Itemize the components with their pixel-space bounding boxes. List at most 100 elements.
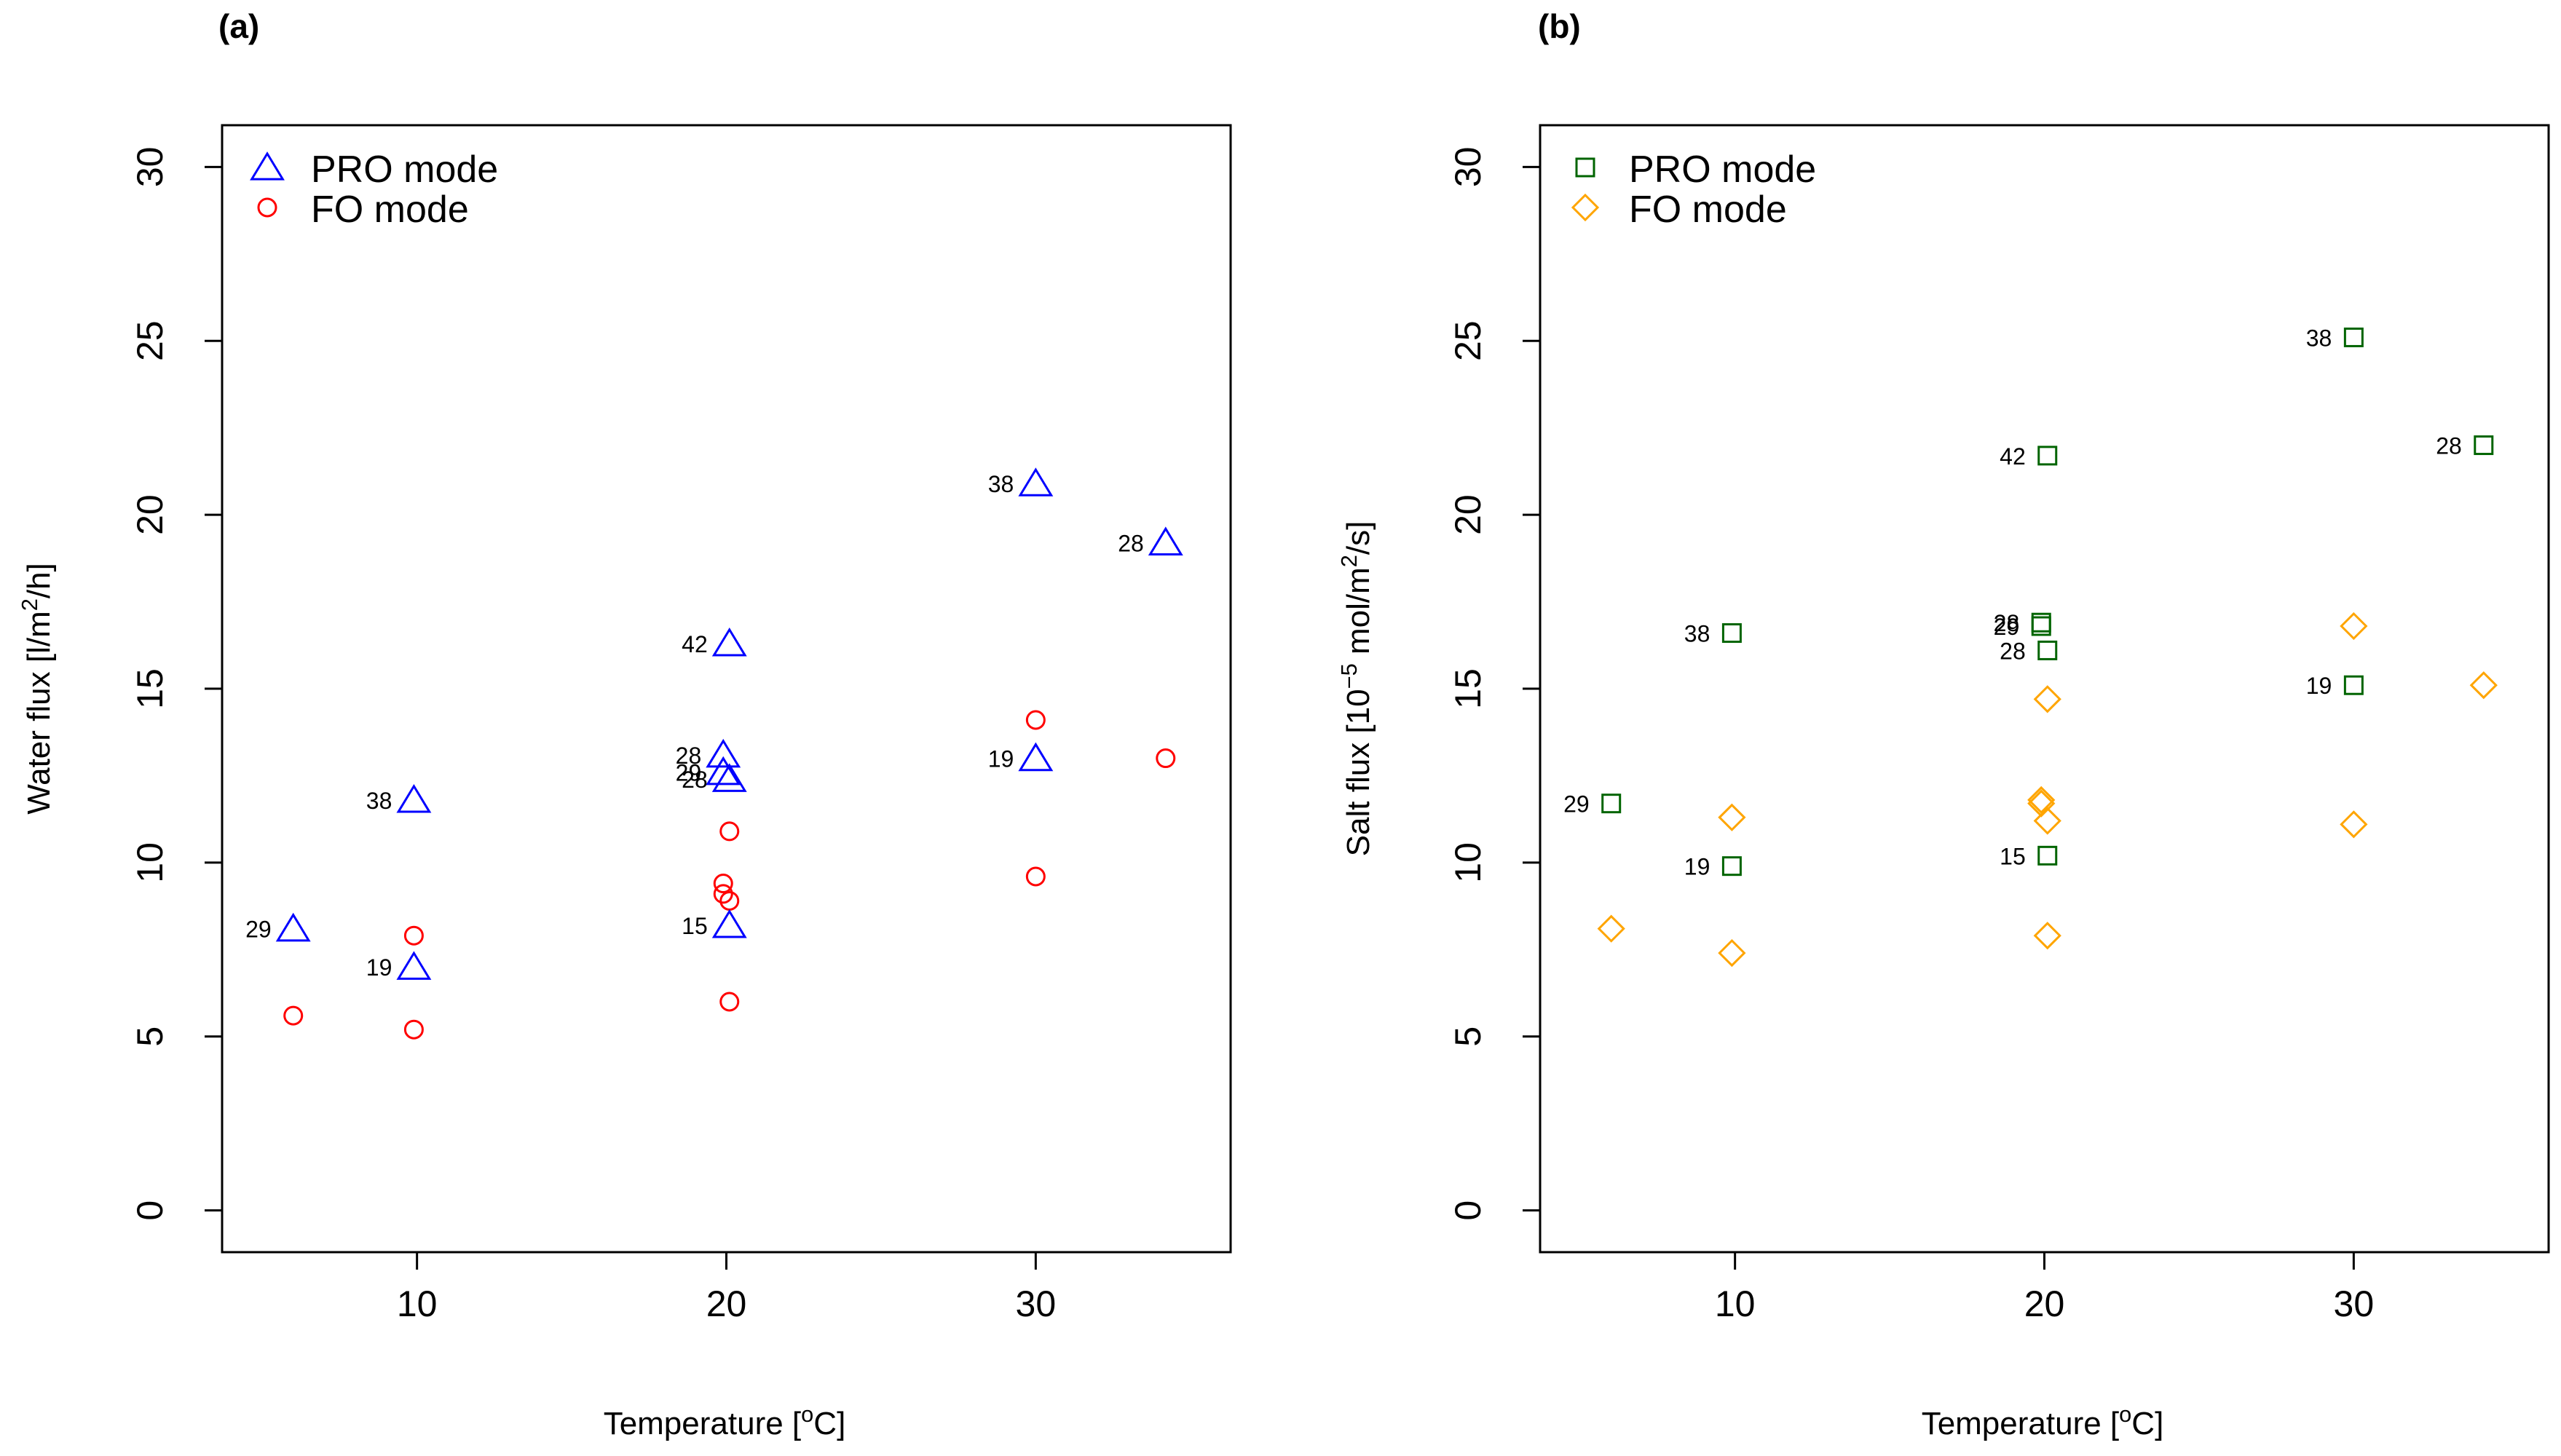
legend-entry: FO mode xyxy=(1629,189,1787,231)
data-point xyxy=(719,821,740,842)
data-point xyxy=(1018,742,1054,772)
point-label: 15 xyxy=(682,913,708,939)
data-point xyxy=(2033,807,2061,835)
y-tick-label: 20 xyxy=(130,494,170,535)
x-tick-label: 10 xyxy=(397,1283,438,1324)
data-point xyxy=(396,951,432,980)
data-point xyxy=(1148,526,1183,555)
point-label: 38 xyxy=(366,788,392,814)
data-point xyxy=(403,1019,424,1040)
legend-triangle-icon xyxy=(250,151,285,181)
point-label: 29 xyxy=(245,917,272,943)
x-tick-label: 20 xyxy=(706,1283,747,1324)
data-point xyxy=(396,783,432,813)
data-point xyxy=(403,925,424,946)
data-point xyxy=(2037,845,2058,866)
data-point xyxy=(2343,327,2364,347)
data-point xyxy=(1025,710,1046,730)
point-label: 19 xyxy=(988,746,1014,772)
point-label: 42 xyxy=(2000,443,2026,470)
point-label: 38 xyxy=(1684,621,1710,647)
x-axis-title: Temperature [oC] xyxy=(604,1401,846,1442)
y-tick-label: 15 xyxy=(1448,668,1488,709)
series-fo-mode xyxy=(283,710,1176,1040)
point-label: 38 xyxy=(988,471,1014,497)
point-label: 28 xyxy=(676,743,702,769)
data-point xyxy=(2033,922,2061,950)
point-label: 28 xyxy=(1994,610,2020,636)
data-point xyxy=(713,884,733,904)
data-point xyxy=(713,874,733,894)
chart-panel-b: (b) 10 20 30 0 5 10 15 20 25 30 Temperature [oC] Sal… xyxy=(1336,7,2550,1442)
point-label: 19 xyxy=(1684,854,1710,880)
data-point xyxy=(2474,435,2494,456)
data-point xyxy=(706,738,741,768)
y-tick-label: 0 xyxy=(130,1200,170,1221)
data-point xyxy=(283,1005,304,1026)
chart-panel-a: (a) 10 20 30 0 5 10 15 20 25 30 Temperature [oC] Wat… xyxy=(17,7,1232,1442)
data-point xyxy=(1718,803,1746,831)
data-point xyxy=(1018,467,1054,496)
y-tick-label: 20 xyxy=(1448,494,1488,535)
point-label: 28 xyxy=(682,767,708,793)
data-point xyxy=(2469,671,2498,700)
panel-label: (a) xyxy=(218,7,259,45)
data-point xyxy=(2343,675,2364,695)
data-point xyxy=(1721,623,1742,644)
point-label: 15 xyxy=(2000,843,2026,869)
data-point xyxy=(1597,914,1625,943)
point-label: 29 xyxy=(676,760,702,786)
legend-square-icon xyxy=(1575,157,1595,178)
x-axis-title: Temperature [oC] xyxy=(1922,1401,2164,1442)
x-tick-label: 30 xyxy=(2334,1283,2375,1324)
y-tick-label: 30 xyxy=(130,147,170,188)
y-tick-label: 25 xyxy=(1448,320,1488,361)
legend-entry: FO mode xyxy=(311,189,469,231)
x-tick-label: 20 xyxy=(2024,1283,2065,1324)
y-tick-label: 15 xyxy=(130,668,170,709)
y-axis-title: Salt flux [10−5 mol/m2/s] xyxy=(1336,521,1377,857)
data-point xyxy=(2037,446,2058,466)
legend-circle-icon xyxy=(257,197,277,218)
point-label: 28 xyxy=(1118,530,1144,556)
data-point xyxy=(1721,856,1742,877)
series-fo-mode xyxy=(1597,612,2498,968)
data-point xyxy=(1718,938,1746,968)
y-tick-label: 30 xyxy=(1448,147,1488,188)
y-axis-title: Water flux [l/m2/h] xyxy=(17,563,58,815)
point-label: 19 xyxy=(2306,673,2332,699)
y-tick-label: 5 xyxy=(1448,1026,1488,1047)
point-label: 19 xyxy=(366,954,392,981)
data-point xyxy=(2340,612,2368,641)
y-tick-label: 0 xyxy=(1448,1200,1488,1221)
y-tick-label: 5 xyxy=(130,1026,170,1047)
data-point xyxy=(2031,616,2051,636)
data-point xyxy=(1156,748,1176,769)
legend-diamond-icon xyxy=(1571,193,1600,222)
point-label: 42 xyxy=(682,631,708,657)
y-tick-label: 10 xyxy=(130,842,170,883)
plot-frame xyxy=(221,124,1232,1254)
data-point xyxy=(2027,786,2056,815)
data-point xyxy=(2037,640,2058,660)
data-point xyxy=(275,912,311,942)
data-point xyxy=(711,763,747,792)
legend-entry: PRO mode xyxy=(1629,149,1816,191)
data-point xyxy=(2340,810,2368,839)
data-point xyxy=(711,909,747,938)
data-point xyxy=(706,756,741,786)
x-tick-label: 30 xyxy=(1016,1283,1057,1324)
data-point xyxy=(1601,794,1622,814)
x-tick-label: 10 xyxy=(1715,1283,1756,1324)
data-point xyxy=(719,992,740,1012)
data-point xyxy=(2033,685,2061,713)
point-label: 38 xyxy=(2306,325,2332,351)
panel-label: (b) xyxy=(1538,7,1581,45)
y-tick-label: 25 xyxy=(130,320,170,361)
data-point xyxy=(711,627,747,657)
legend-entry: PRO mode xyxy=(311,149,498,191)
y-tick-label: 10 xyxy=(1448,842,1488,883)
